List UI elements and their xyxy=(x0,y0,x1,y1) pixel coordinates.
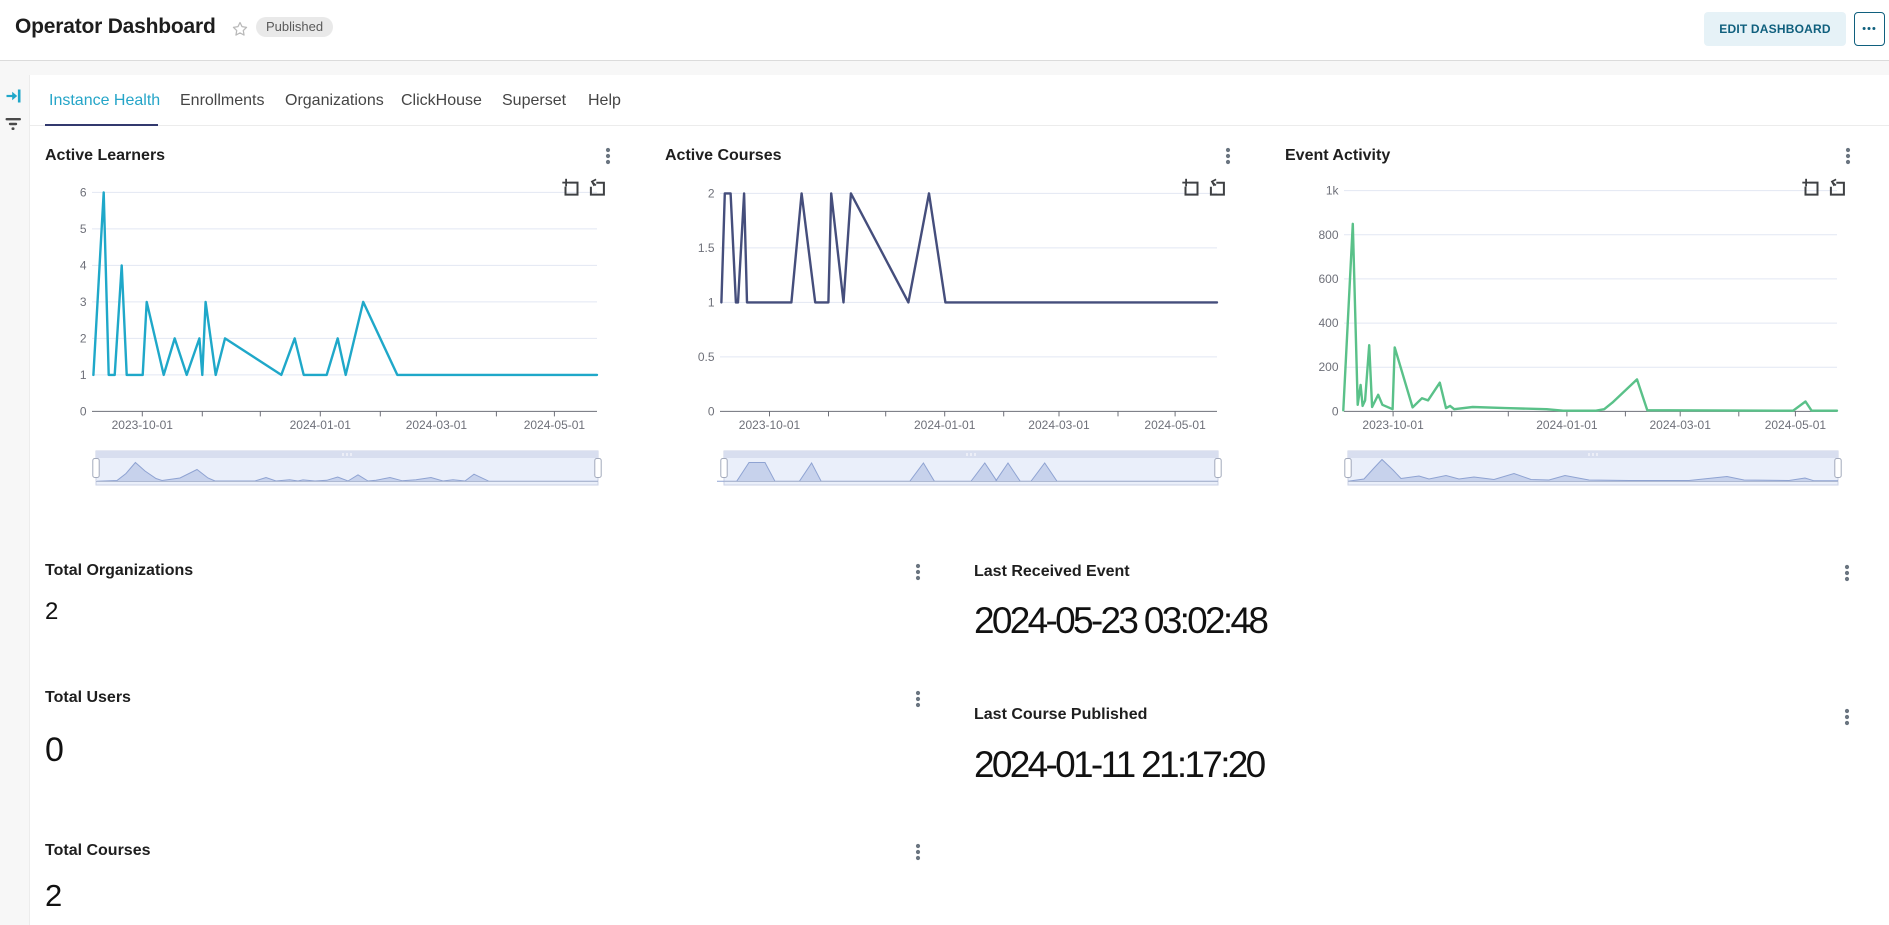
svg-text:2: 2 xyxy=(708,186,715,200)
svg-text:2: 2 xyxy=(80,331,87,345)
svg-text:6: 6 xyxy=(80,185,87,199)
svg-text:1k: 1k xyxy=(1326,184,1340,198)
svg-text:5: 5 xyxy=(80,222,87,236)
svg-text:2024-03-01: 2024-03-01 xyxy=(1650,418,1712,432)
svg-text:2024-01-01: 2024-01-01 xyxy=(1536,418,1598,432)
svg-text:2023-10-01: 2023-10-01 xyxy=(112,418,174,432)
svg-text:4: 4 xyxy=(80,258,87,272)
svg-text:2023-10-01: 2023-10-01 xyxy=(739,418,801,432)
svg-text:2024-05-01: 2024-05-01 xyxy=(524,418,586,432)
svg-text:2024-01-01: 2024-01-01 xyxy=(914,418,976,432)
svg-text:600: 600 xyxy=(1318,272,1338,286)
svg-text:200: 200 xyxy=(1318,360,1338,374)
svg-text:2024-03-01: 2024-03-01 xyxy=(406,418,468,432)
svg-text:2024-03-01: 2024-03-01 xyxy=(1028,418,1090,432)
svg-text:0: 0 xyxy=(80,404,87,418)
svg-text:2024-01-01: 2024-01-01 xyxy=(290,418,352,432)
svg-text:1.5: 1.5 xyxy=(698,241,715,255)
svg-text:0: 0 xyxy=(708,404,715,418)
svg-text:2024-05-01: 2024-05-01 xyxy=(1144,418,1206,432)
svg-text:0.5: 0.5 xyxy=(698,350,715,364)
svg-text:400: 400 xyxy=(1318,316,1338,330)
svg-text:1: 1 xyxy=(708,295,715,309)
svg-text:800: 800 xyxy=(1318,228,1338,242)
svg-text:3: 3 xyxy=(80,295,87,309)
svg-text:2024-05-01: 2024-05-01 xyxy=(1765,418,1827,432)
svg-text:1: 1 xyxy=(80,368,87,382)
svg-text:0: 0 xyxy=(1332,404,1339,418)
svg-text:2023-10-01: 2023-10-01 xyxy=(1362,418,1424,432)
